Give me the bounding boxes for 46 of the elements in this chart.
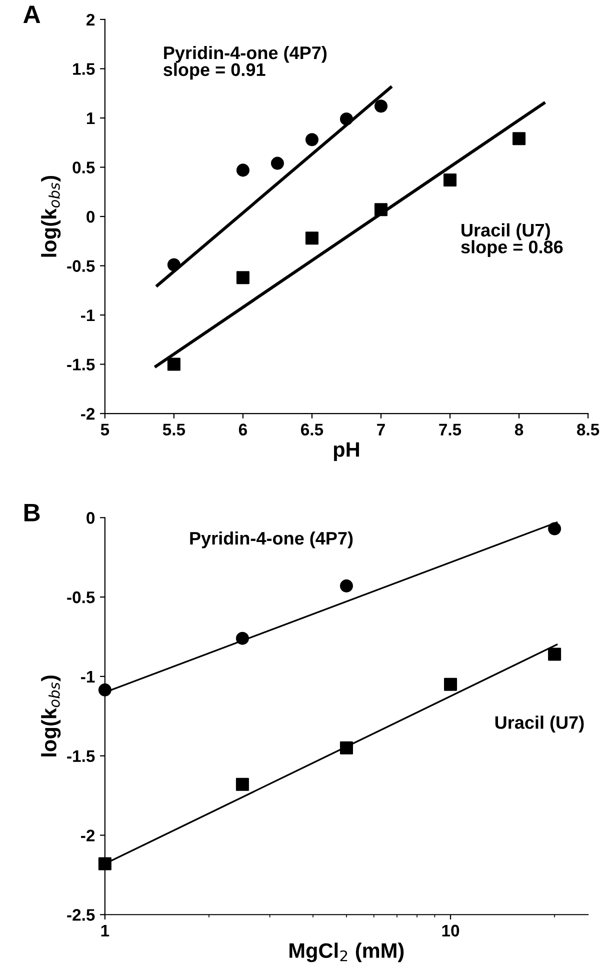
y-tick-label: 0 [86,512,95,524]
y-tick-label: -2.5 [67,909,95,921]
y-tick-label: -1 [81,310,95,322]
x-axis-title: MgCl$_{2}$ (mM) [290,942,404,962]
chart-title: B [24,504,40,522]
y-tick-label: -0.5 [67,591,95,604]
annotation: Uracil (U7) [495,716,584,732]
x-tick-label: 5 [100,424,110,436]
y-tick-label: -2 [81,830,95,842]
x-tick-label: 8.5 [576,424,600,436]
y-axis-title: log(k$_{obs}$) [41,676,61,756]
annotation: Pyridin-4-one (4P7) slope = 0.91 [164,46,327,80]
point [167,358,180,371]
point [305,133,318,146]
point [374,100,388,113]
y-axis-title: log(k$_{obs}$) [41,176,61,257]
y-tick-label: -1 [81,671,95,682]
point [512,132,526,146]
x-tick-label: 10 [442,924,460,937]
y-tick-label: 1.5 [73,63,95,75]
y-tick-label: 0 [86,210,95,223]
annotation: Pyridin-4-one (4P7) [190,531,353,548]
x-tick-label: 7 [377,424,385,436]
point [236,271,250,284]
point [374,203,388,216]
x-axis-title: pH [334,442,359,461]
point [305,232,318,245]
y-tick-label: 0.5 [72,162,95,174]
y-tick-label: 2 [86,14,95,26]
point [340,112,353,126]
x-tick-label: 6 [238,424,247,436]
point [167,258,180,272]
y-tick-label: 1 [86,112,95,124]
y-tick-label: -2 [81,408,95,420]
x-tick-label: 5.5 [162,424,186,436]
y-tick-label: -1.5 [67,358,95,370]
point [444,174,457,187]
y-tick-label: -1.5 [67,750,95,762]
x-tick-label: 7.5 [439,424,462,436]
x-tick-label: 8 [514,424,524,436]
annotation: Uracil (U7) slope = 0.86 [461,223,563,257]
point [236,164,250,177]
y-tick-label: -0.5 [67,260,95,272]
x-tick-label: 6.5 [300,424,324,436]
point [270,156,284,170]
chart-title: A [23,6,40,23]
